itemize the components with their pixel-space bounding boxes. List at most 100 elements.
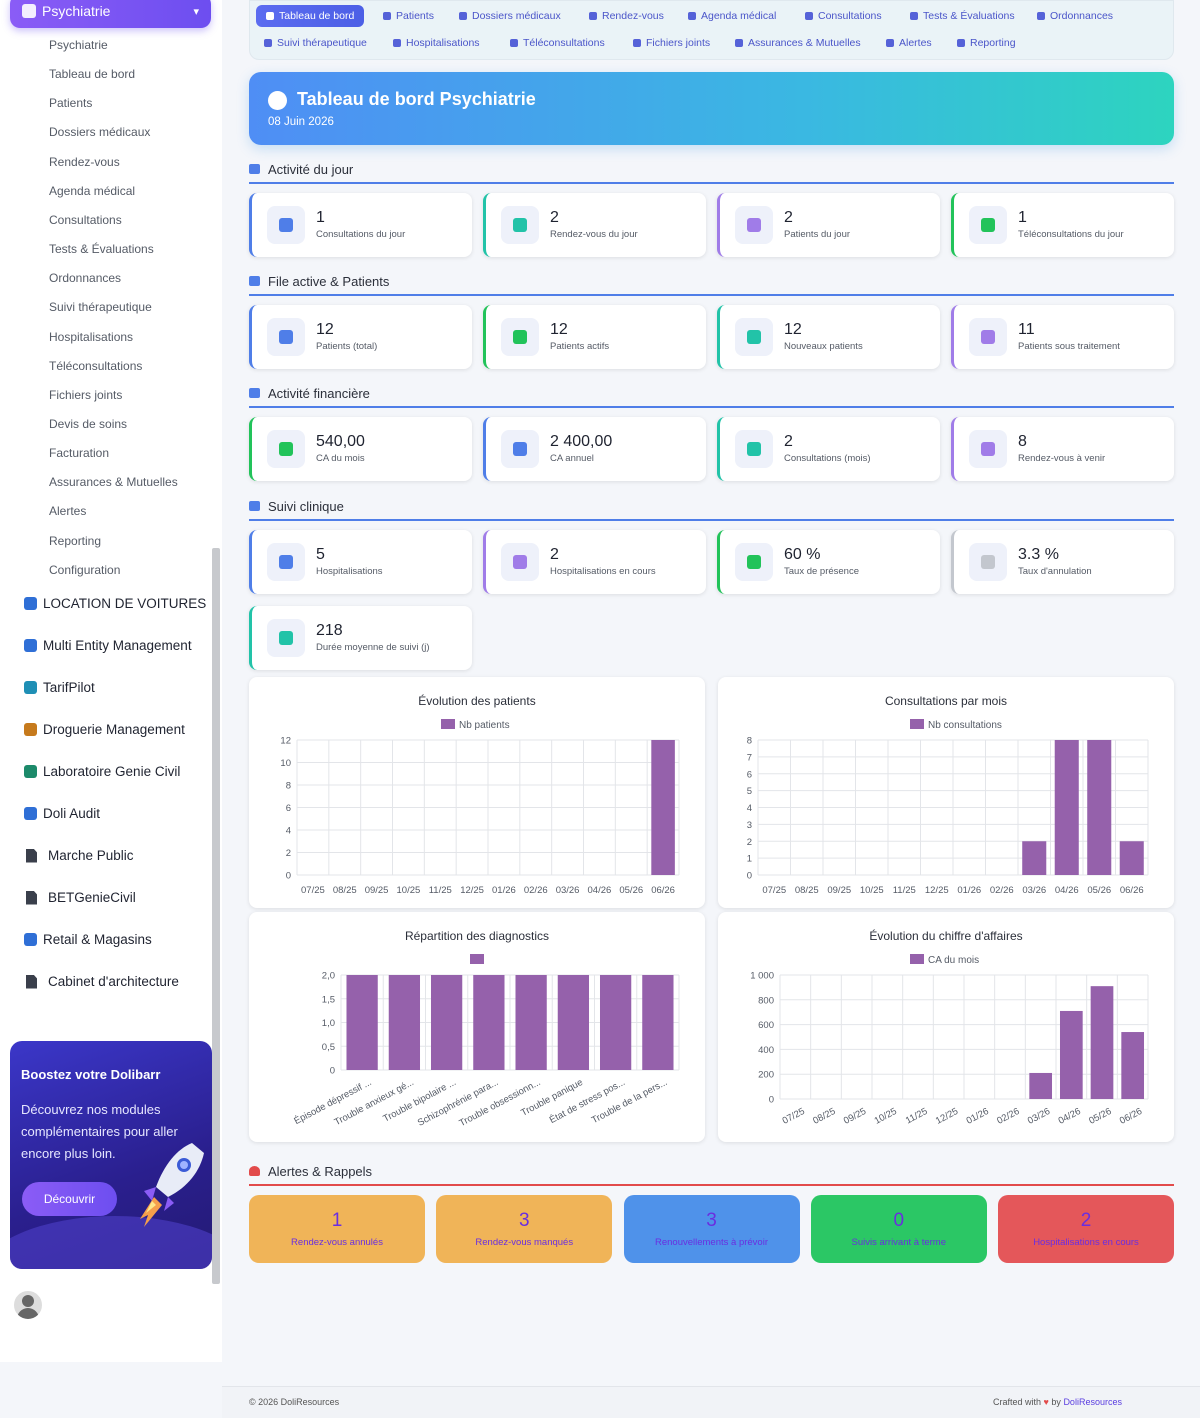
sidebar-item[interactable]: Suivi thérapeutique bbox=[49, 300, 152, 315]
sidebar-scrollbar[interactable] bbox=[212, 548, 220, 1284]
chart-bar[interactable] bbox=[515, 975, 547, 1070]
stat-card[interactable]: 2 400,00 CA annuel bbox=[483, 417, 706, 481]
sidebar-item[interactable]: Patients bbox=[49, 96, 93, 111]
chart-bar[interactable] bbox=[557, 975, 590, 1070]
sidebar-item[interactable]: Tableau de bord bbox=[49, 67, 136, 82]
stat-card[interactable]: 12 Patients (total) bbox=[249, 305, 472, 369]
tab-item[interactable]: Hospitalisations bbox=[393, 32, 480, 54]
sidebar-module[interactable]: Retail & Magasins bbox=[24, 932, 152, 947]
chart-bar[interactable] bbox=[1121, 1032, 1145, 1099]
stat-card[interactable]: 2 Patients du jour bbox=[717, 193, 940, 257]
alert-card[interactable]: 3 Rendez-vous manqués bbox=[436, 1195, 613, 1263]
chart-bar[interactable] bbox=[599, 975, 632, 1070]
stat-value: 540,00 bbox=[316, 433, 365, 450]
tab-item[interactable]: Tests & Évaluations bbox=[910, 5, 1015, 27]
sidebar-item[interactable]: Configuration bbox=[49, 562, 121, 577]
stat-card[interactable]: 11 Patients sous traitement bbox=[951, 305, 1174, 369]
chart-bar[interactable] bbox=[473, 975, 505, 1070]
sidebar-item[interactable]: Devis de soins bbox=[49, 416, 128, 431]
legend-swatch[interactable] bbox=[470, 954, 484, 964]
sidebar-item[interactable]: Agenda médical bbox=[49, 183, 136, 198]
file-icon bbox=[26, 974, 37, 989]
stat-card[interactable]: 2 Hospitalisations en cours bbox=[483, 530, 706, 594]
sidebar-module[interactable]: Droguerie Management bbox=[24, 722, 185, 737]
tab-item[interactable]: Fichiers joints bbox=[633, 32, 710, 54]
tab-item[interactable]: Dossiers médicaux bbox=[459, 5, 561, 27]
discover-button[interactable]: Découvrir bbox=[22, 1182, 117, 1216]
tab-item[interactable]: Rendez-vous bbox=[589, 5, 664, 27]
sidebar-module[interactable]: LOCATION DE VOITURES bbox=[24, 596, 206, 611]
stat-card[interactable]: 5 Hospitalisations bbox=[249, 530, 472, 594]
legend-swatch[interactable] bbox=[441, 719, 455, 729]
stat-card[interactable]: 60 % Taux de présence bbox=[717, 530, 940, 594]
tab-item[interactable]: Tableau de bord bbox=[256, 5, 365, 27]
chart-bar[interactable] bbox=[642, 975, 674, 1070]
stat-card[interactable]: 218 Durée moyenne de suivi (j) bbox=[249, 606, 472, 670]
page-date: 08 Juin 2026 bbox=[268, 116, 334, 128]
tab-item[interactable]: Agenda médical bbox=[688, 5, 776, 27]
chart-bar[interactable] bbox=[1054, 740, 1079, 875]
sidebar-module[interactable]: TarifPilot bbox=[24, 680, 95, 695]
sidebar-item[interactable]: Facturation bbox=[49, 446, 110, 461]
sidebar-item[interactable]: Rendez-vous bbox=[49, 154, 120, 169]
chart-bar[interactable] bbox=[430, 975, 463, 1070]
tab-item[interactable]: Alertes bbox=[886, 32, 932, 54]
sidebar-item[interactable]: Fichiers joints bbox=[49, 387, 123, 402]
sidebar-item[interactable]: Psychiatrie bbox=[49, 38, 108, 52]
sidebar-item[interactable]: Alertes bbox=[49, 504, 87, 519]
user-avatar[interactable] bbox=[12, 1289, 44, 1321]
chart-bar[interactable] bbox=[1087, 740, 1112, 875]
stat-label: Rendez-vous du jour bbox=[550, 229, 638, 240]
sidebar-module[interactable]: Laboratoire Genie Civil bbox=[24, 764, 180, 779]
active-module-header[interactable]: Psychiatrie ▾ bbox=[10, 0, 211, 28]
chart-bar[interactable] bbox=[1022, 841, 1047, 875]
x-tick-label: 10/25 bbox=[860, 885, 884, 896]
tab-item[interactable]: Assurances & Mutuelles bbox=[735, 32, 861, 54]
stat-card[interactable]: 2 Rendez-vous du jour bbox=[483, 193, 706, 257]
tab-item[interactable]: Patients bbox=[383, 5, 434, 27]
stat-card[interactable]: 12 Patients actifs bbox=[483, 305, 706, 369]
sidebar-item[interactable]: Dossiers médicaux bbox=[49, 125, 151, 140]
chevron-down-icon[interactable]: ▾ bbox=[193, 5, 199, 18]
sidebar-item[interactable]: Ordonnances bbox=[49, 271, 122, 286]
tab-item[interactable]: Téléconsultations bbox=[510, 32, 605, 54]
tab-item[interactable]: Reporting bbox=[957, 32, 1016, 54]
stat-card[interactable]: 1 Téléconsultations du jour bbox=[951, 193, 1174, 257]
tab-item[interactable]: Suivi thérapeutique bbox=[264, 32, 367, 54]
chart-bar[interactable] bbox=[1119, 841, 1144, 875]
sidebar-item[interactable]: Consultations bbox=[49, 212, 122, 227]
stat-card[interactable]: 2 Consultations (mois) bbox=[717, 417, 940, 481]
chart-bar[interactable] bbox=[651, 740, 675, 875]
alert-card[interactable]: 1 Rendez-vous annulés bbox=[249, 1195, 425, 1263]
alert-card[interactable]: 3 Renouvellements à prévoir bbox=[623, 1195, 800, 1263]
stat-card[interactable]: 3.3 % Taux d'annulation bbox=[951, 530, 1174, 594]
legend-swatch[interactable] bbox=[910, 954, 924, 964]
alert-card[interactable]: 2 Hospitalisations en cours bbox=[998, 1195, 1174, 1263]
chart-bar[interactable] bbox=[346, 975, 378, 1070]
sidebar-item[interactable]: Hospitalisations bbox=[49, 329, 134, 344]
sidebar-item[interactable]: Assurances & Mutuelles bbox=[49, 475, 178, 490]
chart-bar[interactable] bbox=[1090, 986, 1114, 1099]
stat-card[interactable]: 540,00 CA du mois bbox=[249, 417, 472, 481]
alert-card[interactable]: 0 Suivis arrivant à terme bbox=[810, 1195, 987, 1263]
stat-card[interactable]: 12 Nouveaux patients bbox=[717, 305, 940, 369]
stat-card[interactable]: 8 Rendez-vous à venir bbox=[951, 417, 1174, 481]
sidebar-module[interactable]: Doli Audit bbox=[24, 806, 100, 821]
sidebar-item[interactable]: Reporting bbox=[49, 533, 102, 548]
legend-swatch[interactable] bbox=[910, 719, 924, 729]
chart-bar[interactable] bbox=[1059, 1010, 1083, 1099]
sidebar-module[interactable]: Marche Public bbox=[24, 848, 134, 863]
chart-bar[interactable] bbox=[388, 975, 421, 1070]
tab-item[interactable]: Ordonnances bbox=[1037, 5, 1113, 27]
sidebar-module[interactable]: BETGenieCivil bbox=[24, 890, 136, 905]
sidebar-item[interactable]: Tests & Évaluations bbox=[49, 242, 154, 257]
sidebar-item[interactable]: Téléconsultations bbox=[49, 358, 143, 373]
chart-bar[interactable] bbox=[1029, 1072, 1053, 1099]
sidebar-module[interactable]: Cabinet d'architecture bbox=[24, 974, 179, 989]
sidebar-module[interactable]: Multi Entity Management bbox=[24, 638, 192, 653]
stat-card[interactable]: 1 Consultations du jour bbox=[249, 193, 472, 257]
stat-value: 60 % bbox=[784, 546, 821, 563]
tab-item[interactable]: Consultations bbox=[805, 5, 882, 27]
crafted-by: Crafted with ♥ by DoliResources bbox=[993, 1397, 1122, 1407]
brand-link[interactable]: DoliResources bbox=[1063, 1397, 1122, 1407]
